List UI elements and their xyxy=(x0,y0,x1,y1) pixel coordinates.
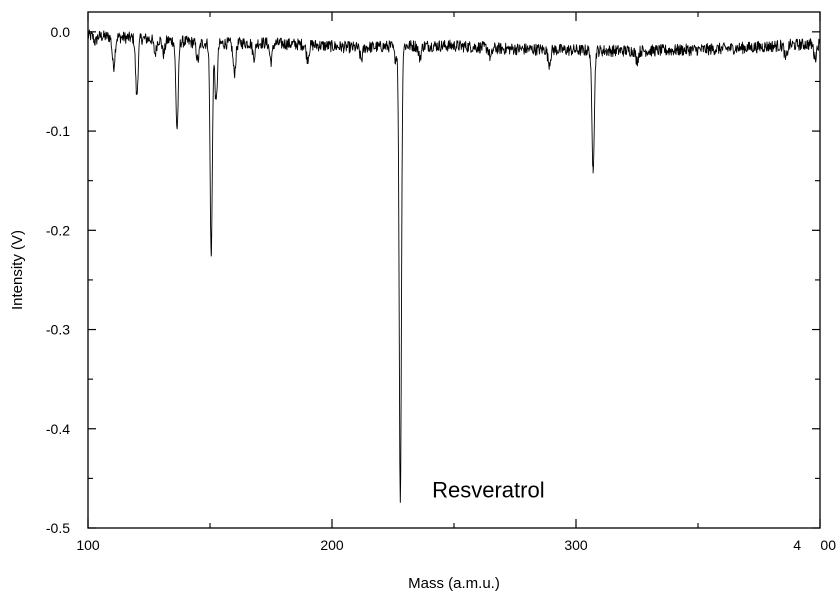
labels: 100 200 300 4 00 0.0 -0.1 -0.2 -0.3 -0.4 -0.5 Mass… xyxy=(9,24,836,592)
spectrum-series-line xyxy=(87,29,821,503)
y-axis-title: Intensity (V) xyxy=(9,230,26,310)
y-tick-label: -0.3 xyxy=(46,322,70,338)
peak-annotation-label: Resveratrol xyxy=(432,477,544,502)
y-tick-label: -0.5 xyxy=(46,520,70,536)
y-tick-label: 0.0 xyxy=(51,24,71,40)
x-tick-label: 4 00 xyxy=(793,537,836,553)
x-tick-label: 100 xyxy=(76,537,100,553)
plot-frame xyxy=(87,11,821,529)
y-tick-label: -0.2 xyxy=(46,222,70,238)
plot-area xyxy=(87,29,821,503)
y-tick-label: -0.1 xyxy=(46,123,70,139)
x-axis-title: Mass (a.m.u.) xyxy=(408,575,500,592)
axes xyxy=(87,11,821,529)
x-tick-label: 200 xyxy=(320,537,344,553)
x-tick-label: 300 xyxy=(564,537,588,553)
y-tick-label: -0.4 xyxy=(46,421,70,437)
